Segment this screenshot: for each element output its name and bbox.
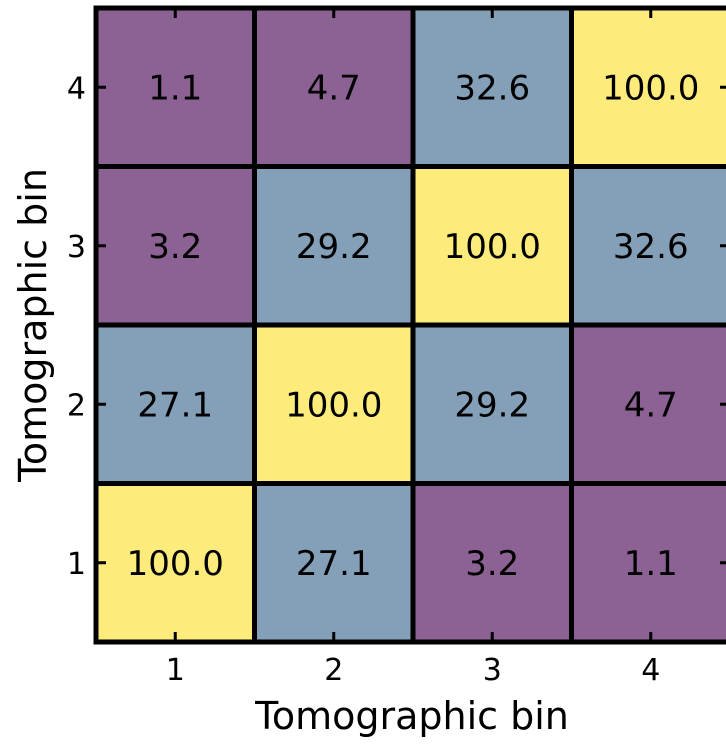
cell-value-label: 100.0 bbox=[602, 68, 699, 108]
y-axis-label: Tomographic bin bbox=[11, 168, 55, 483]
cell-value-label: 1.1 bbox=[624, 544, 678, 584]
cell-value-label: 4.7 bbox=[307, 68, 361, 108]
cell-value-label: 27.1 bbox=[296, 544, 372, 584]
x-tick-label: 2 bbox=[324, 653, 343, 688]
cell-value-label: 32.6 bbox=[613, 227, 689, 267]
cell-value-label: 29.2 bbox=[296, 227, 372, 267]
cell-value-label: 32.6 bbox=[454, 68, 530, 108]
y-tick-label: 3 bbox=[67, 230, 86, 265]
cell-value-label: 27.1 bbox=[137, 385, 213, 425]
x-axis-label: Tomographic bin bbox=[254, 694, 569, 738]
cell-value-label: 3.2 bbox=[465, 544, 519, 584]
cell-value-label: 100.0 bbox=[285, 385, 382, 425]
cell-value-label: 1.1 bbox=[148, 68, 202, 108]
cell-value-label: 3.2 bbox=[148, 227, 202, 267]
cell-value-label: 4.7 bbox=[624, 385, 678, 425]
x-tick-label: 1 bbox=[166, 653, 185, 688]
cell-value-label: 100.0 bbox=[444, 227, 541, 267]
y-tick-label: 2 bbox=[67, 388, 86, 423]
cell-value-label: 29.2 bbox=[454, 385, 530, 425]
x-tick-label: 4 bbox=[641, 653, 660, 688]
x-tick-label: 3 bbox=[483, 653, 502, 688]
y-tick-label: 1 bbox=[67, 547, 86, 582]
cell-value-label: 100.0 bbox=[127, 544, 224, 584]
y-tick-label: 4 bbox=[67, 71, 86, 106]
